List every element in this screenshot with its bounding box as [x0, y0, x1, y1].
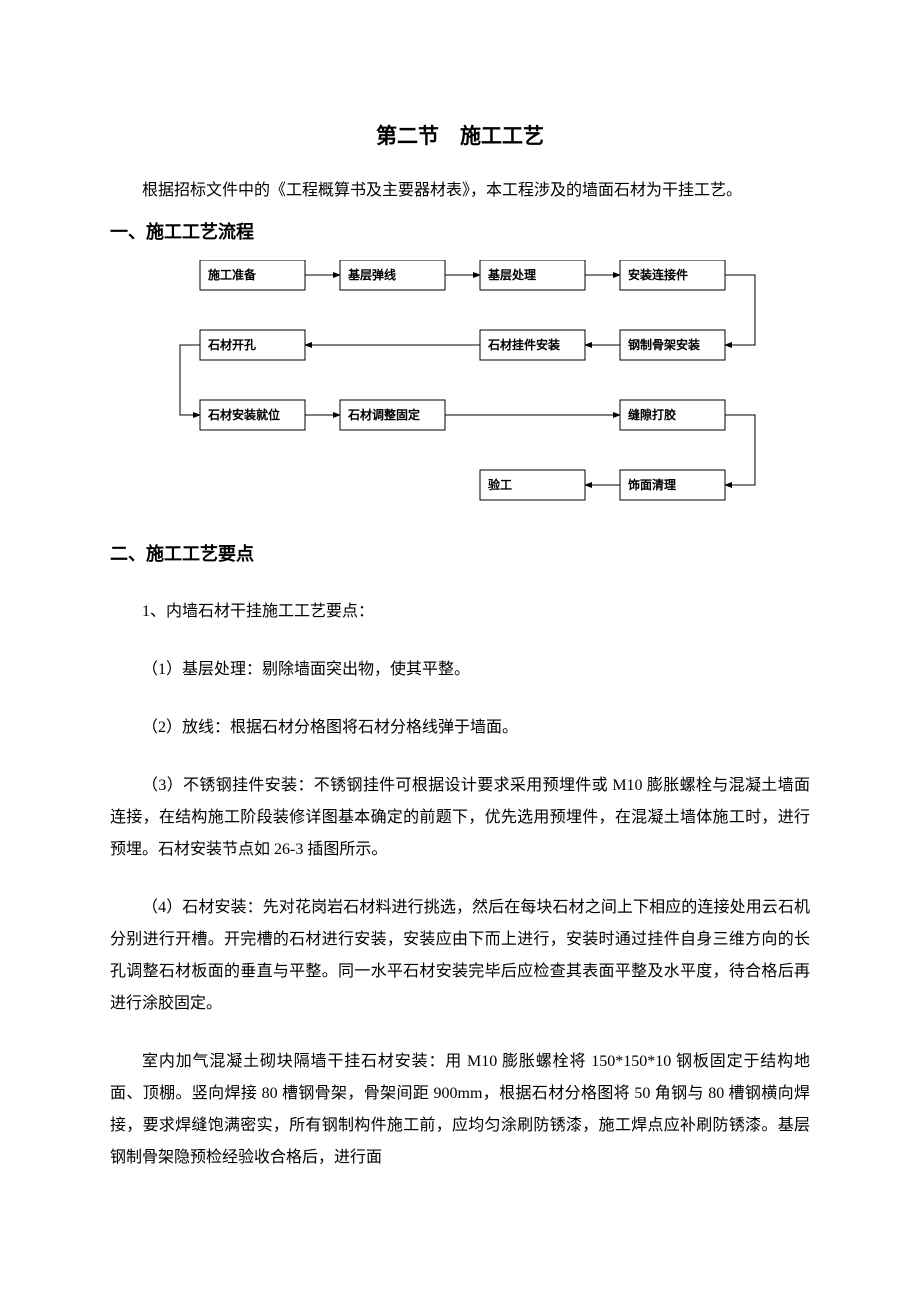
svg-text:石材安装就位: 石材安装就位 [207, 407, 280, 422]
heading-keypoints: 二、施工工艺要点 [110, 540, 810, 566]
paragraph: （4）石材安装：先对花岗岩石材料进行挑选，然后在每块石材之间上下相应的连接处用云… [110, 892, 810, 1020]
intro-paragraph: 根据招标文件中的《工程概算书及主要器材表》，本工程涉及的墙面石材为干挂工艺。 [110, 178, 810, 204]
svg-text:基层处理: 基层处理 [487, 267, 536, 282]
svg-text:石材调整固定: 石材调整固定 [347, 407, 420, 422]
svg-text:缝隙打胶: 缝隙打胶 [628, 407, 676, 422]
flowchart: 施工准备 基层弹线 基层处理 安装连接件钢制骨架安装 石材挂件安装 石材开孔石材安装就位 石… [170, 260, 790, 520]
svg-text:石材挂件安装: 石材挂件安装 [487, 337, 560, 352]
paragraph: 1、内墙石材干挂施工工艺要点： [110, 596, 810, 628]
svg-text:施工准备: 施工准备 [208, 267, 257, 282]
svg-text:验工: 验工 [488, 477, 512, 492]
svg-text:石材开孔: 石材开孔 [207, 337, 256, 352]
body-text: 1、内墙石材干挂施工工艺要点： （1）基层处理：剔除墙面突出物，使其平整。 （2… [110, 596, 810, 1174]
svg-text:饰面清理: 饰面清理 [628, 477, 676, 492]
heading-process: 一、施工工艺流程 [110, 218, 810, 244]
section-title: 第二节 施工工艺 [110, 120, 810, 150]
paragraph: （3）不锈钢挂件安装：不锈钢挂件可根据设计要求采用预埋件或 M10 膨胀螺栓与混… [110, 770, 810, 866]
paragraph: （2）放线：根据石材分格图将石材分格线弹于墙面。 [110, 712, 810, 744]
svg-text:基层弹线: 基层弹线 [347, 267, 396, 282]
paragraph: （1）基层处理：剔除墙面突出物，使其平整。 [110, 654, 810, 686]
paragraph: 室内加气混凝土砌块隔墙干挂石材安装：用 M10 膨胀螺栓将 150*150*10… [110, 1046, 810, 1174]
svg-text:钢制骨架安装: 钢制骨架安装 [628, 337, 700, 352]
svg-text:安装连接件: 安装连接件 [628, 267, 688, 282]
